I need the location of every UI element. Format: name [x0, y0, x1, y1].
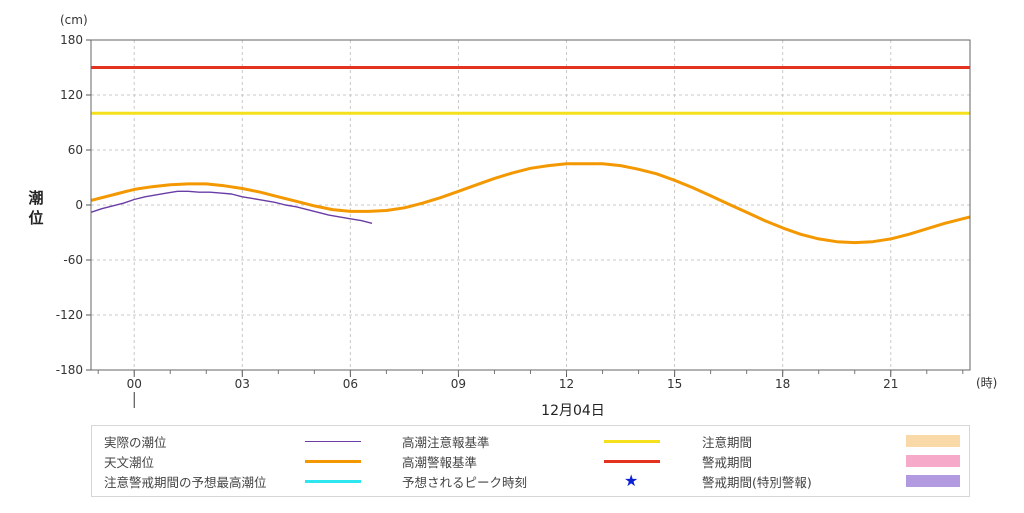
plot-frame: [90, 39, 971, 371]
y-tick-label: -180: [56, 363, 83, 377]
grid-lines: [91, 40, 970, 370]
y-tick-label: 180: [60, 33, 83, 47]
legend-swatch: [604, 459, 660, 463]
legend-swatch: ★: [624, 471, 639, 490]
legend-label: 警戒期間(特別警報): [702, 474, 812, 490]
y-unit-label: (cm): [60, 13, 88, 27]
x-tick-label: 18: [775, 377, 790, 391]
legend-label: 予想されるピーク時刻: [402, 474, 528, 490]
legend-swatch: [305, 459, 361, 463]
y-tick-label: -60: [63, 253, 83, 267]
x-tick-label: 15: [667, 377, 682, 391]
legend-swatch: [305, 479, 361, 483]
tide-chart: 180 120 60 0 -60 -120 -180 00 03 06 09 12 15 18 21 (cm…: [56, 13, 998, 419]
legend: 実際の潮位天文潮位注意警戒期間の予想最高潮位 高潮注意報基準 高潮警報基準予想される…: [91, 425, 970, 497]
x-tick-label: 03: [235, 377, 250, 391]
series-layer: [90, 66, 971, 245]
legend-label: 警戒期間: [702, 454, 753, 470]
x-tick-label: 21: [883, 377, 898, 391]
legend-swatch: [305, 440, 361, 442]
y-axis-label: 潮位: [27, 188, 45, 228]
legend-swatch: [604, 439, 660, 443]
x-tick-label: 12: [559, 377, 574, 391]
x-tick-label: 00: [127, 377, 142, 391]
series-line-実際の潮位: [90, 190, 373, 224]
y-tick-label: 120: [60, 88, 83, 102]
axes: 180 120 60 0 -60 -120 -180 00 03 06 09 12 15 18 21: [56, 33, 971, 408]
legend-label: 実際の潮位: [104, 434, 167, 450]
series-line-天文潮位: [90, 162, 971, 245]
legend-label: 高潮警報基準: [402, 454, 478, 470]
legend-label: 注意警戒期間の予想最高潮位: [104, 474, 267, 490]
y-tick-label: -120: [56, 308, 83, 322]
y-axis-label-char: 位: [28, 209, 44, 227]
x-tick-label: 06: [343, 377, 358, 391]
legend-swatch: [906, 475, 960, 487]
legend-swatch: [906, 435, 960, 447]
y-axis-label-char: 潮: [28, 189, 44, 207]
date-label: 12月04日: [541, 403, 605, 419]
y-tick-label: 0: [75, 198, 83, 212]
legend-label: 注意期間: [702, 434, 753, 450]
legend-label: 天文潮位: [104, 454, 155, 470]
legend-swatch: [906, 455, 960, 467]
x-unit-label: (時): [976, 376, 997, 390]
x-tick-label: 09: [451, 377, 466, 391]
y-tick-label: 60: [68, 143, 83, 157]
legend-label: 高潮注意報基準: [402, 434, 490, 450]
